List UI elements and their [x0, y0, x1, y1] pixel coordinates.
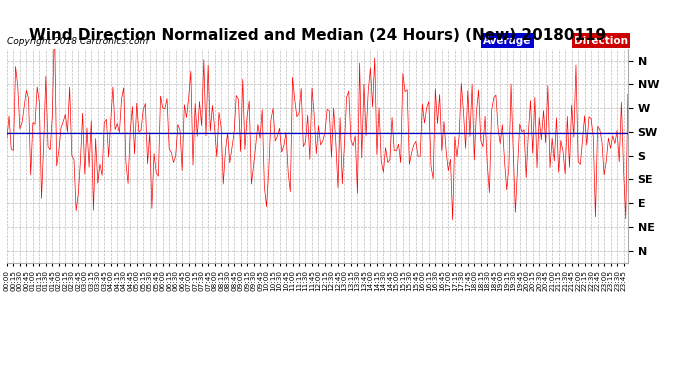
- Text: Average: Average: [483, 36, 531, 45]
- Title: Wind Direction Normalized and Median (24 Hours) (New) 20180119: Wind Direction Normalized and Median (24…: [29, 28, 606, 44]
- Text: Direction: Direction: [574, 36, 628, 45]
- Text: Copyright 2018 Cartronics.com: Copyright 2018 Cartronics.com: [7, 36, 148, 45]
